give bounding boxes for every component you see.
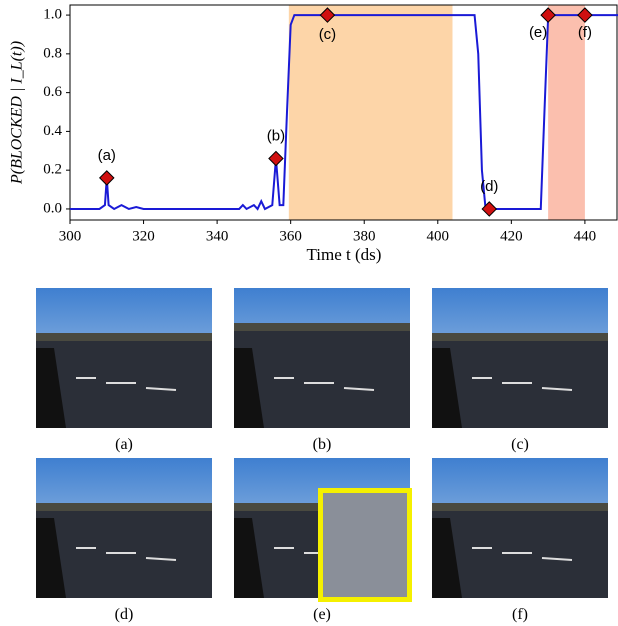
annotation-label: (a) (98, 147, 116, 164)
annotation-marker (100, 171, 114, 185)
x-tick-label: 400 (427, 228, 450, 244)
road-image (36, 288, 212, 428)
road-scene (432, 288, 608, 428)
road-image (432, 288, 608, 428)
shaded-span (289, 5, 453, 220)
annotation-label: (b) (267, 128, 285, 145)
panel-caption: (b) (234, 436, 410, 454)
annotation-label: (e) (529, 24, 547, 41)
road-scene (432, 458, 608, 598)
x-tick-label: 440 (574, 228, 597, 244)
chart: 300 320 340 360 380 400 420 440 0.0 0.2 0.4 0.6 0.8 1… (0, 0, 618, 265)
panel-caption: (c) (432, 436, 608, 454)
panel-caption: (f) (432, 606, 608, 624)
x-tick-label: 340 (206, 228, 229, 244)
annotation-marker (269, 151, 283, 165)
road-scene (234, 288, 410, 428)
x-tick-label: 380 (353, 228, 376, 244)
y-axis-label: P(BLOCKED | I_L(t)) (9, 41, 26, 185)
road-image (36, 458, 212, 598)
panel-caption: (e) (234, 606, 410, 624)
x-tick-label: 320 (132, 228, 155, 244)
x-axis-label: Time t (ds) (307, 245, 382, 264)
road-scene (36, 288, 212, 428)
x-tick-label: 420 (500, 228, 523, 244)
x-tick-label: 300 (59, 228, 82, 244)
annotation-label: (f) (578, 24, 592, 41)
panel-caption: (d) (36, 606, 212, 624)
road-image (234, 458, 410, 598)
y-tick-label: 0.8 (43, 45, 62, 61)
road-image (432, 458, 608, 598)
zoom-inset (318, 488, 412, 602)
x-tick-label: 360 (279, 228, 302, 244)
y-tick-label: 0.2 (43, 162, 62, 178)
y-tick-label: 1.0 (43, 7, 62, 23)
road-image (234, 288, 410, 428)
y-tick-label: 0.0 (43, 200, 62, 216)
annotation-label: (c) (319, 26, 337, 43)
page: 300 320 340 360 380 400 420 440 0.0 0.2 0.4 0.6 0.8 1… (0, 0, 618, 626)
y-tick-label: 0.4 (43, 123, 62, 139)
y-tick-label: 0.6 (43, 84, 62, 100)
annotation-label: (d) (480, 178, 498, 195)
panel-caption: (a) (36, 436, 212, 454)
road-scene (36, 458, 212, 598)
